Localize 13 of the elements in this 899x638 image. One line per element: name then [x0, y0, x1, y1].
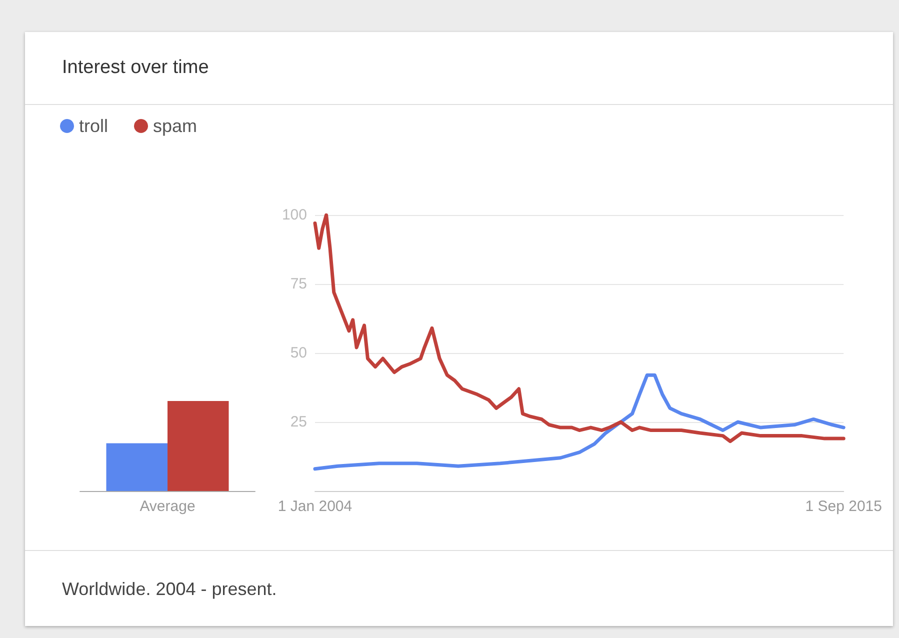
x-tick-label: 1 Sep 2015 [805, 498, 882, 515]
line-series [313, 373, 846, 471]
line-series [313, 213, 846, 444]
x-tick-label: Average [140, 498, 196, 515]
y-tick-label: 75 [290, 276, 307, 292]
y-tick-label: 25 [290, 414, 307, 430]
legend-label: troll [79, 116, 108, 136]
y-tick-label: 50 [290, 344, 307, 362]
chart-title: Interest over time [25, 32, 893, 105]
x-tick-label: 1 Jan 2004 [278, 498, 352, 515]
legend-label: spam [153, 116, 198, 136]
text: Worldwide. 2004 - present. [25, 550, 893, 626]
y-tick-label: 100 [282, 206, 307, 224]
